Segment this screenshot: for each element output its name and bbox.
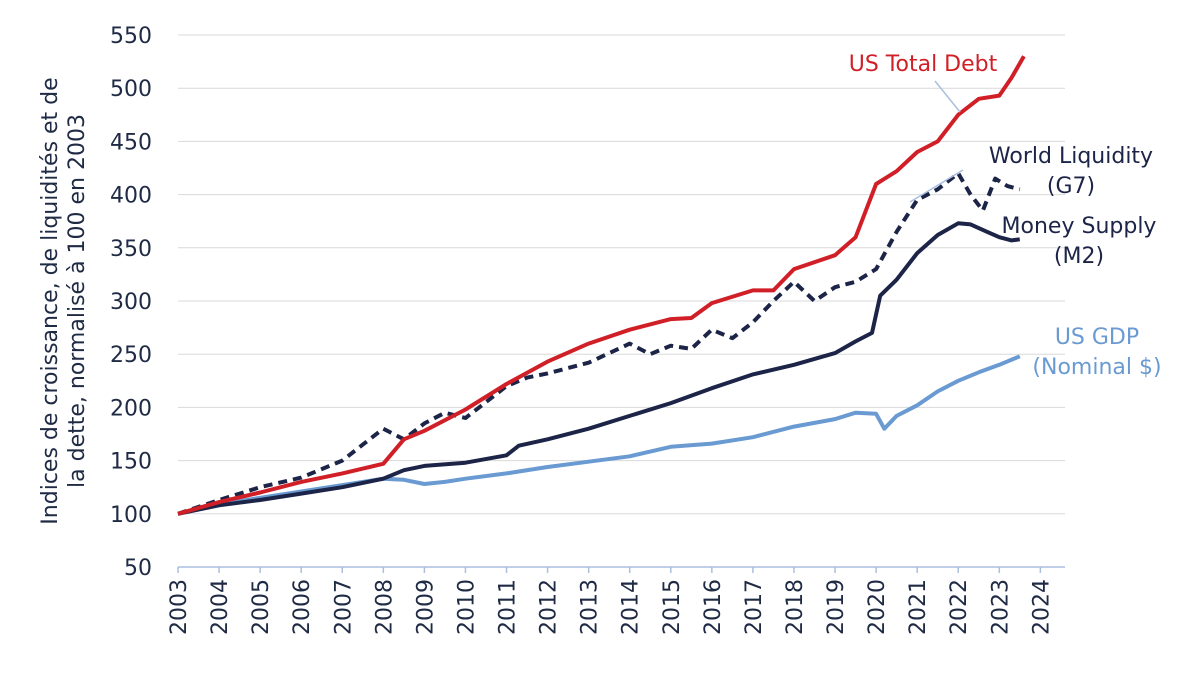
y-axis-label-line: la dette, normalisé à 100 en 2003 — [65, 114, 90, 488]
y-tick-label: 350 — [110, 237, 152, 262]
x-tick-label: 2015 — [660, 579, 685, 635]
x-tick-label: 2004 — [208, 579, 233, 635]
x-tick-label: 2003 — [167, 579, 192, 635]
series-label-line: US Total Debt — [849, 52, 998, 77]
y-tick-label: 400 — [110, 184, 152, 209]
series-label-line: (Nominal $) — [1032, 355, 1161, 380]
x-tick-label: 2012 — [537, 579, 562, 635]
x-axis-tick-labels: 2003 2004 2005 2006 2007 2008 2009 2010 2011 2012… — [167, 579, 1054, 635]
x-tick-label: 2016 — [701, 579, 726, 635]
grid-lines — [178, 34, 1065, 515]
x-tick-label: 2023 — [988, 579, 1013, 635]
series-label-line: World Liquidity — [989, 144, 1153, 169]
series-label-line: (G7) — [1047, 174, 1095, 199]
y-tick-label: 250 — [110, 343, 152, 368]
series-line-2 — [177, 171, 1021, 516]
series-annotations: US GDP (Nominal $) Money Supply (M2) World L… — [849, 52, 1162, 380]
y-axis-label: Indices de croissance, de liquidités et … — [38, 77, 90, 524]
x-tick-label: 2022 — [947, 579, 972, 635]
y-tick-label: 200 — [110, 396, 152, 421]
y-tick-label: 100 — [110, 503, 152, 528]
x-tick-label: 2011 — [496, 579, 521, 635]
y-tick-label: 150 — [110, 450, 152, 475]
x-tick-label: 2014 — [619, 579, 644, 635]
x-tick-label: 2018 — [783, 579, 808, 635]
series-label-line: Money Supply — [1002, 214, 1157, 239]
x-tick-label: 2008 — [372, 579, 397, 635]
x-tick-label: 2013 — [578, 579, 603, 635]
series-lines — [177, 55, 1026, 516]
series-line-1 — [177, 221, 1021, 516]
x-tick-label: 2005 — [249, 579, 274, 635]
series-label-line: US GDP — [1055, 325, 1139, 350]
y-tick-label: 300 — [110, 290, 152, 315]
series-line-0 — [177, 354, 1021, 516]
us-total-debt-leader — [934, 80, 961, 113]
world-liquidity-leader — [909, 169, 964, 203]
x-tick-label: 2006 — [290, 579, 315, 635]
x-tick-label: 2019 — [824, 579, 849, 635]
x-tick-label: 2024 — [1029, 579, 1054, 635]
x-tick-label: 2017 — [742, 579, 767, 635]
x-tick-label: 2021 — [906, 579, 931, 635]
x-tick-label: 2010 — [454, 579, 479, 635]
y-tick-label: 50 — [124, 556, 152, 581]
y-axis-label-line: Indices de croissance, de liquidités et … — [38, 77, 63, 524]
y-tick-label: 450 — [110, 130, 152, 155]
y-axis-tick-labels: 50 100 150 200 250 300 350 400 450 500 550 — [110, 24, 152, 581]
x-tick-label: 2020 — [865, 579, 890, 635]
y-tick-label: 550 — [110, 24, 152, 49]
x-axis — [177, 566, 1065, 573]
series-line-3 — [177, 55, 1026, 516]
x-tick-label: 2009 — [413, 579, 438, 635]
x-tick-label: 2007 — [331, 579, 356, 635]
series-label-line: (M2) — [1054, 244, 1104, 269]
y-tick-label: 500 — [110, 77, 152, 102]
